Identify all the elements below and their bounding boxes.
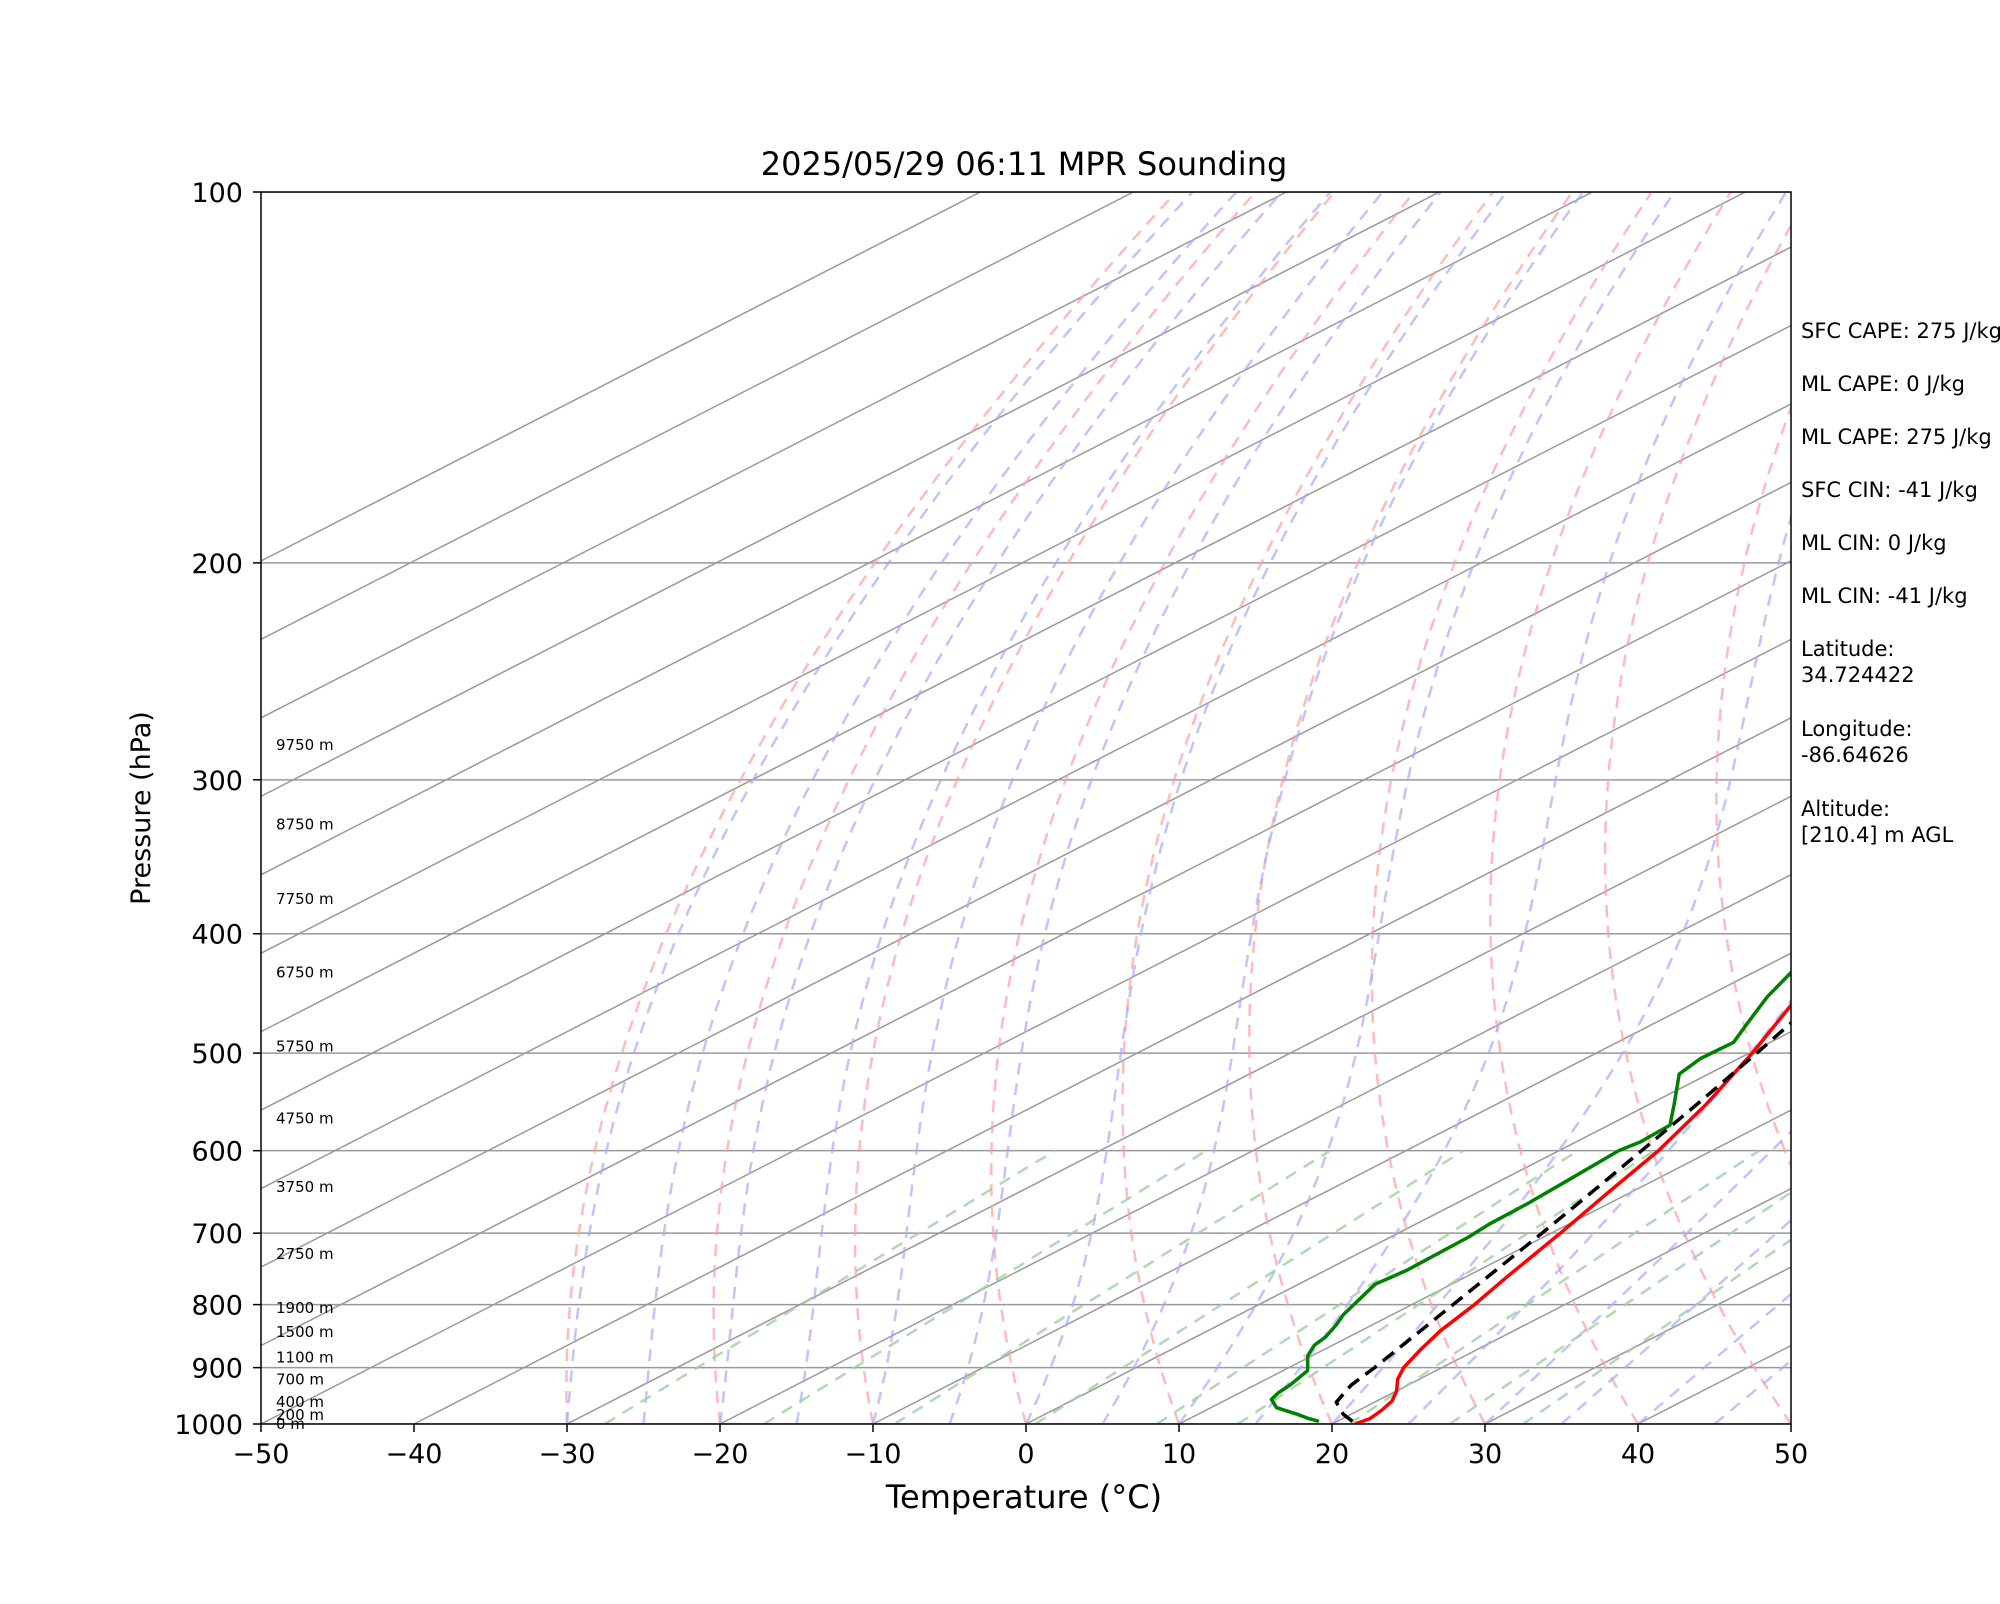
dry-adiabat-line [1605, 192, 1810, 1424]
dry-adiabat-line [1490, 192, 1731, 1424]
y-tick-label: 300 [191, 766, 243, 797]
height-label: 3750 m [276, 1178, 334, 1196]
index-label: Longitude: [1801, 717, 1913, 741]
isotherm-line [0, 192, 1133, 1424]
height-label: 1500 m [276, 1323, 334, 1341]
y-tick-label: 700 [191, 1219, 243, 1250]
index-label: ML CIN: -41 J/kg [1801, 584, 1968, 608]
height-label: 1100 m [276, 1348, 334, 1366]
height-label: 2750 m [276, 1245, 334, 1263]
mixing-ratio-line [1450, 1151, 1854, 1424]
moist-adiabat-line [1103, 192, 1584, 1424]
x-tick-label: −30 [539, 1439, 596, 1470]
height-label: 1900 m [276, 1299, 334, 1317]
y-tick-label: 1000 [174, 1410, 243, 1441]
height-label: 5750 m [276, 1038, 334, 1056]
mixing-ratio-line [1523, 1151, 1922, 1424]
moist-adiabat-line [567, 192, 1193, 1424]
isotherm-line [414, 192, 2000, 1424]
index-label: SFC CIN: -41 J/kg [1801, 478, 1978, 502]
index-label: ML CAPE: 0 J/kg [1801, 372, 1965, 396]
x-tick-label: 0 [1017, 1439, 1034, 1470]
index-label: SFC CAPE: 275 J/kg [1801, 319, 2000, 343]
background-lines [0, 192, 2000, 1424]
y-tick-label: 500 [191, 1039, 243, 1070]
x-tick-label: 20 [1315, 1439, 1349, 1470]
index-label: ML CAPE: 275 J/kg [1801, 425, 1992, 449]
index-value: -86.64626 [1801, 743, 1909, 767]
parcel-profile [1336, 751, 1996, 1422]
y-tick-label: 800 [191, 1291, 243, 1322]
index-label: Latitude: [1801, 637, 1895, 661]
x-tick-label: 40 [1621, 1439, 1655, 1470]
dry-adiabat-line [566, 192, 1176, 1424]
x-tick-label: −20 [692, 1439, 749, 1470]
moist-adiabat-line [950, 192, 1441, 1424]
index-value: [210.4] m AGL [1801, 823, 1954, 847]
indices-panel: SFC CAPE: 275 J/kg ML CAPE: 0 J/kg ML CAPE… [1801, 319, 2000, 847]
index-value: 34.724422 [1801, 663, 1915, 687]
dry-adiabat-line [714, 192, 1256, 1424]
x-tick-label: 30 [1468, 1439, 1502, 1470]
y-tick-label: 600 [191, 1137, 243, 1168]
x-tick-label: −10 [845, 1439, 902, 1470]
y-tick-label: 400 [191, 920, 243, 951]
height-label: 4750 m [276, 1110, 334, 1128]
mixing-ratio-line [1157, 1151, 1578, 1424]
y-tick-label: 200 [191, 549, 243, 580]
height-label: 700 m [276, 1370, 324, 1388]
isotherm-line [567, 192, 2000, 1424]
moist-adiabat-line [1179, 192, 1674, 1424]
height-label: 400 m [276, 1393, 324, 1411]
y-axis-label: Pressure (hPa) [126, 711, 157, 905]
moist-adiabat-line [1026, 192, 1507, 1424]
moist-adiabat-line [797, 192, 1331, 1424]
mixing-ratio-line [895, 1151, 1330, 1424]
isotherm-line [0, 192, 1745, 1424]
height-label: 9750 m [276, 736, 334, 754]
isotherm-line [261, 192, 2000, 1424]
x-tick-label: 50 [1774, 1439, 1808, 1470]
x-axis-label: Temperature (°C) [885, 1478, 1162, 1516]
height-label: 8750 m [276, 815, 334, 833]
x-tick-label: −50 [233, 1439, 290, 1470]
y-tick-label: 900 [191, 1354, 243, 1385]
mixing-ratio-line [1350, 1151, 1760, 1424]
axes: −50 −40 −30 −20 −10 0 10 20 30 40 50 100 200 300 400 50… [174, 178, 1808, 1470]
moist-adiabat-line [644, 192, 1237, 1424]
height-label: 7750 m [276, 890, 334, 908]
dry-adiabat-line [1372, 192, 1652, 1424]
index-label: Altitude: [1801, 797, 1890, 821]
dry-adiabat-line [991, 192, 1414, 1424]
index-label: ML CIN: 0 J/kg [1801, 531, 1947, 555]
height-label: 6750 m [276, 963, 334, 981]
x-tick-label: 10 [1162, 1439, 1196, 1470]
y-tick-label: 100 [191, 178, 243, 209]
x-tick-label: −40 [386, 1439, 443, 1470]
chart-title: 2025/05/29 06:11 MPR Sounding [761, 145, 1288, 183]
